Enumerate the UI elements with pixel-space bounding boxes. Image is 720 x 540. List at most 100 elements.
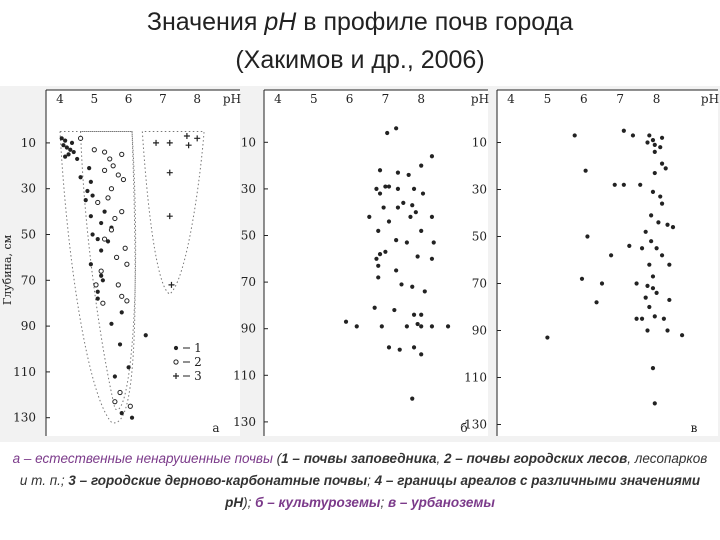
panel-3-series-1-point-25 bbox=[585, 234, 590, 239]
panel-3-series-1-point-35 bbox=[579, 276, 585, 281]
panel-1-series-1-point-33 bbox=[117, 342, 123, 347]
panel-3-series-1-point-7 bbox=[645, 140, 650, 145]
panel-1-series-3-point-4 bbox=[166, 139, 173, 146]
panel-2-x-tick-8: 8 bbox=[417, 92, 425, 106]
panel-1-series-1-point-10 bbox=[75, 156, 80, 162]
panel-1-series-1-point-9 bbox=[63, 154, 68, 159]
title-prefix: Значения bbox=[146, 8, 265, 36]
panel-1-series-1-point-17 bbox=[102, 209, 107, 214]
panel-1-series-3-point-6 bbox=[166, 169, 173, 176]
panel-2-series-1-point-42 bbox=[419, 312, 424, 317]
panel-1-series-2-point-12 bbox=[95, 199, 101, 206]
panel-2-series-1-point-52 bbox=[386, 345, 392, 350]
caption-a-label: а – естественные ненарушенные почвы bbox=[12, 451, 273, 466]
panel-1-series-2-point-11 bbox=[105, 195, 111, 201]
panel-2-series-1-point-10 bbox=[383, 184, 388, 189]
legend-label-1: 1 bbox=[194, 341, 202, 355]
panel-3-series-1-point-17 bbox=[638, 182, 643, 187]
panel-2-x-label: pH bbox=[471, 92, 489, 106]
panel-2-series-1-point-15 bbox=[401, 200, 406, 205]
panel-1-y-tick-10: 10 bbox=[21, 136, 36, 150]
panel-3-series-1-point-16 bbox=[621, 182, 626, 187]
panel-1-series-2-point-5 bbox=[107, 156, 113, 162]
panel-1-series-2-point-15 bbox=[108, 227, 115, 233]
panel-3-series-1-point-51 bbox=[665, 328, 670, 333]
panel-1-series-2-point-27 bbox=[112, 399, 118, 405]
panel-2-y-tick-30: 30 bbox=[241, 182, 256, 196]
panel-2-series-1-point-7 bbox=[406, 172, 411, 178]
caption-sep-bc: ; bbox=[380, 495, 388, 510]
legend-label-3: 3 bbox=[194, 369, 202, 383]
panel-1-series-3-point-5 bbox=[185, 142, 192, 149]
panel-3-y-tick-30: 30 bbox=[472, 183, 487, 197]
panel-1-series-1-point-25 bbox=[88, 262, 93, 267]
panel-3-series-1-point-40 bbox=[650, 286, 656, 291]
panel-3-y-tick-70: 70 bbox=[472, 277, 487, 291]
panel-3-series-1-point-43 bbox=[594, 300, 599, 305]
panel-1-series-2-point-24 bbox=[100, 300, 106, 306]
caption-c: в – урбаноземы bbox=[387, 495, 495, 510]
title-ph: pH bbox=[264, 8, 297, 36]
panel-2-series-1-point-20 bbox=[367, 214, 372, 219]
panel-3-series-1-point-55 bbox=[652, 401, 657, 406]
panel-3-series-1-point-29 bbox=[627, 243, 632, 248]
panel-1-series-1-point-29 bbox=[95, 296, 100, 301]
panel-1-series-1-point-34 bbox=[126, 365, 131, 370]
panel-2-series-1-point-19 bbox=[413, 210, 418, 215]
panel-2-series-1-point-21 bbox=[408, 214, 413, 219]
panel-2-series-1-point-4 bbox=[419, 163, 424, 168]
panel-2-series-1-point-31 bbox=[415, 254, 420, 259]
panel-3-series-1-point-45 bbox=[647, 304, 652, 310]
panel-2-series-1-point-37 bbox=[399, 282, 404, 287]
panel-1-plot-area bbox=[46, 90, 240, 436]
panel-3-series-1-point-3 bbox=[572, 133, 577, 138]
panel-2-series-1-point-45 bbox=[415, 321, 420, 327]
panel-3-series-1-point-1 bbox=[621, 128, 626, 133]
panel-1-series-1-point-36 bbox=[119, 411, 124, 416]
panel-2-series-1-point-11 bbox=[395, 186, 401, 191]
panel-2-series-1-point-24 bbox=[376, 228, 381, 233]
panel-2-series-1-point-54 bbox=[397, 347, 402, 352]
panel-3-series-1-point-15 bbox=[612, 182, 617, 187]
panel-1-series-2-point-10 bbox=[108, 186, 115, 192]
panel-3-series-1-point-21 bbox=[649, 213, 654, 218]
panel-1-series-1-point-30 bbox=[119, 310, 124, 315]
panel-2-series-1-point-36 bbox=[376, 275, 381, 280]
legend-label-2: 2 bbox=[194, 355, 202, 369]
panel-2-series-1-point-34 bbox=[376, 263, 381, 268]
panel-3-series-1-point-42 bbox=[643, 295, 648, 300]
panel-1-series-2-point-7 bbox=[101, 167, 108, 173]
panel-3-series-1-point-37 bbox=[599, 281, 605, 286]
panel-3-y-tick-10: 10 bbox=[472, 136, 487, 150]
panel-1-boundary-1 bbox=[59, 130, 136, 424]
panel-1-series-1-point-37 bbox=[129, 415, 135, 420]
panel-3-series-1-point-6 bbox=[650, 138, 656, 143]
panel-3-series-1-point-48 bbox=[639, 316, 645, 321]
panel-1-y-tick-70: 70 bbox=[21, 273, 36, 287]
panel-1-series-2-point-2 bbox=[91, 147, 97, 153]
caption-b: б – культуроземы bbox=[255, 495, 381, 510]
panel-2-y-tick-90: 90 bbox=[241, 322, 256, 336]
panel-1-series-1-point-7 bbox=[71, 149, 76, 155]
panel-2-series-1-point-53 bbox=[411, 345, 417, 350]
panel-1-series-1-point-16 bbox=[83, 198, 88, 203]
panel-2-y-tick-50: 50 bbox=[241, 229, 256, 243]
panel-1-x-tick-6: 6 bbox=[125, 92, 133, 106]
panel-1-series-1-point-6 bbox=[68, 147, 73, 152]
panel-2-y-tick-130: 130 bbox=[233, 415, 256, 429]
panel-1-series-1-point-26 bbox=[99, 273, 104, 278]
panel-1-y-tick-90: 90 bbox=[21, 319, 36, 333]
panel-3-series-1-point-32 bbox=[659, 253, 665, 258]
panel-3-y-tick-130: 130 bbox=[464, 418, 487, 432]
legend-marker-1 bbox=[173, 345, 179, 351]
legend-marker-3 bbox=[173, 373, 179, 379]
panel-1-series-1-point-8 bbox=[66, 152, 71, 157]
caption-sep-1: , bbox=[436, 451, 444, 466]
panel-2-series-1-point-2 bbox=[385, 130, 390, 136]
panel-3-x-tick-7: 7 bbox=[616, 92, 624, 106]
caption-sep-3: ; bbox=[367, 473, 375, 488]
panel-3-series-1-point-10 bbox=[652, 149, 657, 154]
panel-2-series-1-point-16 bbox=[410, 203, 415, 208]
panel-1-y-tick-50: 50 bbox=[21, 228, 36, 242]
panel-3-series-1-point-4 bbox=[647, 133, 652, 138]
